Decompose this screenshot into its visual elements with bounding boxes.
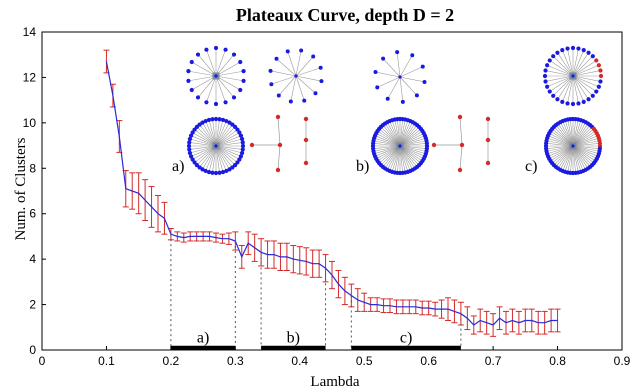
x-tick-label: 0.5 xyxy=(356,354,373,368)
plateau-markers: a) b) c) xyxy=(170,234,462,350)
plot-frame xyxy=(41,31,623,351)
inset-b-tree xyxy=(431,114,491,173)
inset-b-top-graph-2 xyxy=(373,50,427,104)
y-tick-label: 2 xyxy=(29,298,36,312)
inset-c-top-graph xyxy=(542,45,604,107)
x-tick-label: 0.7 xyxy=(485,354,502,368)
x-tick-label: 0 xyxy=(39,354,46,368)
y-tick-label: 8 xyxy=(29,161,36,175)
y-tick-label: 6 xyxy=(29,207,36,221)
error-bars xyxy=(103,49,561,337)
inset-b-bottom-graph xyxy=(370,116,430,176)
y-tick-label: 0 xyxy=(29,343,36,357)
inset-c-bottom-graph xyxy=(543,116,603,176)
axis-ticks: 0 0.1 0.2 0.3 0.4 0.5 0.6 0.7 0.8 0.9 0 2 4 6 8 10 12 14 xyxy=(23,25,630,368)
inset-label-a: a) xyxy=(172,158,184,175)
plateau-label: c) xyxy=(400,330,412,347)
plateau-label: a) xyxy=(197,330,209,347)
inset-a-top-graph xyxy=(186,45,246,107)
x-tick-label: 0.2 xyxy=(163,354,180,368)
x-tick-label: 0.6 xyxy=(420,354,437,368)
inset-a-tree xyxy=(249,114,309,173)
x-tick-label: 0.3 xyxy=(227,354,244,368)
cluster-count-line xyxy=(105,61,558,326)
x-tick-label: 0.1 xyxy=(98,354,115,368)
x-tick-label: 0.4 xyxy=(291,354,308,368)
plateau-label: b) xyxy=(287,330,300,347)
inset-a-bottom-graph xyxy=(186,116,246,176)
inset-label-c: c) xyxy=(525,158,537,175)
x-tick-label: 0.8 xyxy=(549,354,566,368)
series-line-layer xyxy=(105,61,558,326)
chart-title: Plateaux Curve, depth D = 2 xyxy=(236,5,454,25)
x-tick-label: 0.9 xyxy=(614,354,630,368)
y-tick-label: 10 xyxy=(23,116,37,130)
graph-insets: a) b) c) xyxy=(172,45,604,176)
y-tick-label: 12 xyxy=(23,70,37,84)
inset-b-top-graph xyxy=(268,48,324,104)
y-axis-label: Num. of Clusters xyxy=(13,137,29,240)
y-tick-label: 4 xyxy=(29,252,36,266)
inset-label-b: b) xyxy=(356,158,369,175)
x-axis-label: Lambda xyxy=(310,374,359,390)
y-tick-label: 14 xyxy=(23,25,37,39)
